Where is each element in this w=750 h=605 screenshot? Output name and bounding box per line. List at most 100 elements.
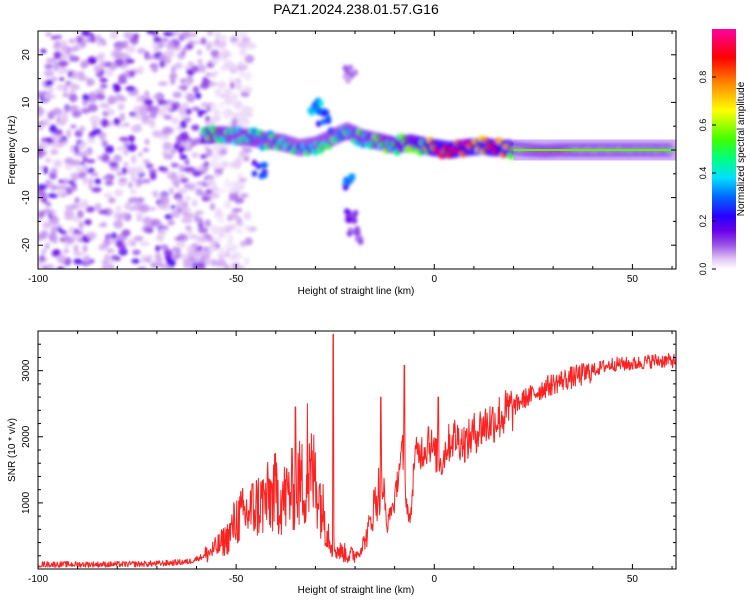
spectrogram-noise-blob bbox=[85, 37, 92, 43]
spectrogram-noise-blob bbox=[200, 37, 207, 45]
spectrogram-noise-blob bbox=[92, 128, 102, 136]
snr-xtick-label: 0 bbox=[431, 574, 437, 585]
spectrogram-noise-blob bbox=[71, 70, 80, 80]
spectrogram-noise-blob bbox=[247, 42, 257, 50]
spectrogram-feature-blob bbox=[351, 217, 358, 225]
spectrogram-noise-blob bbox=[169, 148, 177, 155]
spectrogram-noise-blob bbox=[130, 37, 139, 45]
spectrogram-noise-blob bbox=[188, 40, 195, 46]
spectrogram-ytick-label: 10 bbox=[21, 96, 32, 108]
spectrogram-noise-blob bbox=[120, 211, 128, 221]
spectrogram-noise-blob bbox=[62, 234, 71, 242]
spectrogram-noise-blob bbox=[236, 31, 248, 38]
spectrogram-noise-blob bbox=[73, 151, 84, 156]
spectrogram-noise-blob bbox=[162, 103, 172, 111]
spectrogram-noise-blob bbox=[204, 219, 211, 228]
spectrogram-noise-blob bbox=[39, 191, 48, 198]
spectrogram-noise-blob bbox=[191, 106, 201, 112]
spectrogram-noise-blob bbox=[87, 137, 96, 144]
spectrogram-noise-blob bbox=[220, 160, 230, 168]
spectrogram-feature-blob bbox=[316, 107, 323, 114]
spectrogram-noise-blob bbox=[152, 45, 160, 52]
spectrogram-noise-blob bbox=[147, 55, 156, 60]
spectrogram-noise-blob bbox=[180, 49, 186, 56]
spectrogram-noise-blob bbox=[56, 188, 67, 196]
spectrogram-feature-blob bbox=[353, 229, 359, 236]
snr-frame-bg bbox=[38, 331, 676, 569]
spectrogram-noise-blob bbox=[244, 225, 251, 231]
spectrogram-noise-blob bbox=[47, 94, 57, 99]
spectrogram-noise-blob bbox=[162, 141, 173, 151]
spectrogram-noise-blob bbox=[161, 126, 173, 135]
spectrogram-noise-blob bbox=[193, 40, 201, 45]
spectrogram-noise-blob bbox=[101, 265, 108, 269]
spectrogram-noise-blob bbox=[49, 124, 58, 134]
spectrogram-noise-blob bbox=[170, 117, 180, 124]
spectrogram-feature-blob bbox=[347, 64, 354, 71]
spectrogram-noise-blob bbox=[115, 45, 122, 50]
spectrogram-noise-blob bbox=[74, 197, 80, 204]
spectrogram-noise-blob bbox=[196, 49, 203, 56]
spectrogram-noise-blob bbox=[185, 225, 192, 230]
spectrogram-noise-blob bbox=[94, 88, 106, 95]
spectrogram-noise-blob bbox=[171, 177, 180, 186]
spectrogram-noise-blob bbox=[182, 167, 193, 172]
spectrogram-noise-blob bbox=[210, 158, 218, 168]
spectrogram-noise-blob bbox=[44, 64, 54, 69]
spectrogram-noise-blob bbox=[169, 76, 176, 86]
spectrogram-noise-blob bbox=[98, 223, 107, 228]
spectrogram-noise-blob bbox=[131, 258, 141, 264]
spectrogram-noise-blob bbox=[87, 32, 95, 38]
spectrogram-noise-blob bbox=[60, 40, 68, 49]
spectrogram-noise-blob bbox=[137, 47, 147, 54]
snr-ylabel: SNR (10 * v/v) bbox=[7, 418, 18, 482]
spectrogram-noise-blob bbox=[99, 102, 108, 109]
spectrogram-noise-blob bbox=[75, 35, 84, 44]
spectrogram-noise-blob bbox=[86, 78, 95, 87]
spectrogram-noise-blob bbox=[99, 77, 108, 83]
spectrogram-noise-blob bbox=[216, 258, 227, 267]
spectrogram-noise-blob bbox=[170, 65, 177, 73]
spectrogram-noise-blob bbox=[119, 52, 128, 60]
spectrogram-noise-blob bbox=[179, 177, 189, 184]
spectrogram-noise-blob bbox=[69, 46, 78, 52]
spectrogram-noise-blob bbox=[171, 246, 180, 253]
spectrogram-noise-blob bbox=[171, 162, 180, 168]
spectrogram-noise-blob bbox=[210, 49, 220, 58]
spectrogram-noise-blob bbox=[211, 144, 222, 153]
spectrogram-noise-blob bbox=[91, 187, 102, 193]
spectrogram-noise-blob bbox=[244, 54, 255, 64]
spectrogram-noise-blob bbox=[210, 259, 217, 267]
spectrogram-noise-blob bbox=[209, 103, 218, 113]
spectrogram-noise-blob bbox=[212, 237, 223, 243]
spectrogram-noise-blob bbox=[197, 112, 203, 118]
spectrogram-noise-blob bbox=[113, 117, 121, 126]
spectrogram-noise-blob bbox=[206, 79, 212, 85]
spectrogram-noise-blob bbox=[131, 115, 143, 120]
spectrogram-noise-blob bbox=[159, 59, 166, 69]
spectrogram-noise-blob bbox=[83, 219, 92, 225]
spectrogram-noise-blob bbox=[101, 140, 109, 147]
spectrogram-noise-blob bbox=[111, 50, 121, 59]
spectrogram-noise-blob bbox=[183, 65, 192, 70]
spectrogram-noise-blob bbox=[123, 148, 129, 156]
spectrogram-feature-blob bbox=[346, 216, 353, 224]
spectrogram-xlabel: Height of straight line (km) bbox=[298, 286, 415, 297]
spectrogram-noise-blob bbox=[175, 239, 186, 249]
spectrogram-noise-blob bbox=[125, 85, 136, 92]
spectrogram-noise-blob bbox=[158, 167, 169, 172]
spectrogram-noise-blob bbox=[87, 177, 94, 186]
spectrogram-noise-blob bbox=[181, 102, 189, 109]
spectrogram-noise-blob bbox=[206, 62, 215, 69]
spectrogram-noise-blob bbox=[130, 173, 137, 183]
spectrogram-noise-blob bbox=[227, 77, 235, 84]
spectrogram-noise-blob bbox=[113, 154, 122, 164]
spectrogram-feature-blob bbox=[251, 159, 258, 167]
spectrogram-noise-blob bbox=[190, 65, 199, 73]
colorbar-tick-label: 0.4 bbox=[698, 167, 708, 180]
spectrogram-noise-blob bbox=[101, 260, 110, 265]
spectrogram-noise-blob bbox=[235, 229, 243, 234]
spectrogram-noise-blob bbox=[227, 233, 234, 242]
spectrogram-feature-blob bbox=[342, 184, 349, 191]
